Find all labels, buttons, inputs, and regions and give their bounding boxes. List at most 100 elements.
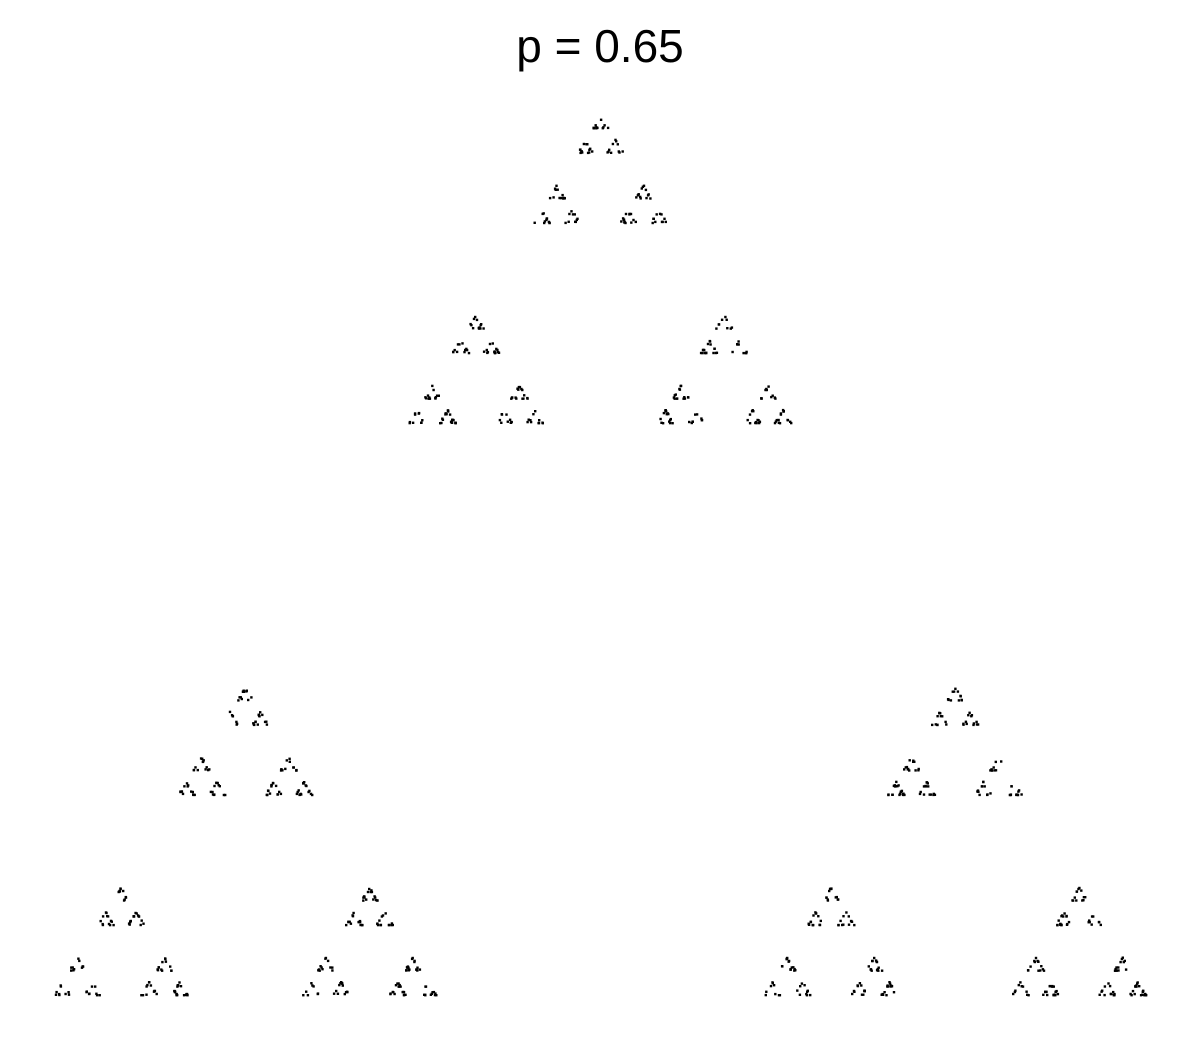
data-point <box>688 420 691 424</box>
data-point <box>160 968 163 971</box>
data-point <box>376 922 379 926</box>
data-point <box>564 221 567 225</box>
data-point <box>702 348 705 352</box>
data-point <box>976 723 980 726</box>
data-point <box>956 690 960 693</box>
data-point <box>667 412 670 416</box>
data-point <box>944 720 947 724</box>
data-point <box>209 790 213 794</box>
data-point <box>1077 887 1080 891</box>
data-point <box>936 715 939 718</box>
data-point <box>164 960 168 963</box>
data-point <box>1103 985 1107 988</box>
data-point <box>1075 890 1078 893</box>
data-point <box>70 969 73 972</box>
data-point <box>785 957 788 961</box>
data-point <box>230 714 234 717</box>
data-point <box>1138 985 1141 988</box>
data-point <box>1042 993 1045 996</box>
data-point <box>675 397 679 400</box>
data-point <box>416 966 419 969</box>
data-point <box>769 984 773 988</box>
data-point <box>620 220 623 223</box>
data-point <box>668 420 671 423</box>
data-point <box>992 766 995 769</box>
data-point <box>1131 989 1135 993</box>
data-point <box>771 982 774 985</box>
data-point <box>1117 966 1120 969</box>
data-point <box>482 350 486 353</box>
data-point <box>156 969 160 972</box>
data-point <box>324 956 328 960</box>
data-point <box>972 722 976 725</box>
data-point <box>994 760 997 764</box>
data-point <box>1081 899 1084 902</box>
data-point <box>983 785 986 788</box>
data-point <box>510 397 513 400</box>
data-point <box>847 923 851 926</box>
data-point <box>607 150 610 153</box>
data-point <box>268 792 272 795</box>
data-point <box>372 898 375 901</box>
data-point <box>454 421 457 424</box>
data-point <box>552 196 555 199</box>
data-point <box>1065 914 1068 918</box>
data-point <box>760 397 763 400</box>
data-point <box>1051 984 1054 988</box>
data-point <box>798 993 802 996</box>
data-point <box>931 723 934 727</box>
data-point <box>1052 993 1055 997</box>
data-point <box>649 197 652 200</box>
data-point <box>407 969 410 972</box>
data-point <box>119 887 122 890</box>
data-point <box>634 220 637 224</box>
data-point <box>178 981 181 984</box>
data-point <box>486 351 489 355</box>
data-point <box>805 992 808 996</box>
data-point <box>1144 993 1148 997</box>
data-point <box>1042 969 1046 972</box>
data-point <box>424 396 427 399</box>
data-point <box>453 348 456 352</box>
data-point <box>880 993 883 996</box>
data-point <box>467 351 471 355</box>
data-point <box>862 993 865 996</box>
data-point <box>295 792 299 796</box>
data-point <box>777 418 780 422</box>
data-point <box>972 723 975 727</box>
data-point <box>474 315 477 319</box>
data-point <box>351 914 354 917</box>
data-point <box>104 911 108 914</box>
data-point <box>683 396 686 399</box>
data-point <box>265 723 269 726</box>
data-point <box>742 351 745 355</box>
data-point <box>429 993 433 996</box>
data-point <box>432 990 436 994</box>
data-point <box>548 196 552 200</box>
data-point <box>182 994 186 997</box>
data-point <box>892 991 896 994</box>
data-point <box>793 967 796 971</box>
data-point <box>720 318 724 321</box>
data-point <box>678 388 682 391</box>
data-point <box>904 766 907 769</box>
data-point <box>485 348 488 352</box>
data-point <box>908 759 911 762</box>
data-point <box>191 790 194 794</box>
data-point <box>527 418 530 421</box>
data-point <box>586 143 589 146</box>
data-point <box>129 920 132 924</box>
data-point <box>310 982 313 985</box>
data-point <box>837 923 840 927</box>
data-point <box>78 959 81 963</box>
data-point <box>110 920 113 923</box>
data-point <box>259 711 262 714</box>
data-point <box>1088 919 1091 922</box>
data-point <box>1060 914 1064 917</box>
data-point <box>576 217 579 220</box>
data-point <box>312 985 315 988</box>
data-point <box>724 315 727 319</box>
data-point <box>297 789 300 792</box>
data-point <box>825 896 828 899</box>
data-point <box>888 982 892 985</box>
